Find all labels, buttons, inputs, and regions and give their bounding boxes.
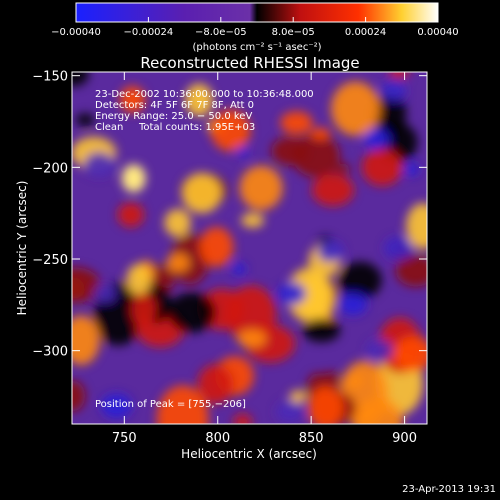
emission-blob bbox=[75, 113, 95, 127]
emission-blob bbox=[237, 329, 267, 348]
negative-blob bbox=[231, 262, 247, 275]
negative-blob bbox=[277, 282, 307, 305]
emission-blob bbox=[286, 267, 330, 322]
emission-blob bbox=[239, 165, 283, 211]
y-tick-label: −250 bbox=[32, 253, 68, 268]
annotation-detectors: Detectors: 4F 5F 6F 7F 8F, Att 0 bbox=[95, 100, 254, 111]
colorbar-tick-label: 8.0e−05 bbox=[272, 27, 315, 38]
x-axis-label: Heliocentric X (arcsec) bbox=[181, 447, 317, 461]
colorbar-tick-label: 0.00040 bbox=[417, 27, 458, 38]
emission-blob bbox=[156, 385, 209, 424]
emission-blob bbox=[271, 136, 309, 166]
negative-blob bbox=[83, 151, 115, 177]
emission-blob bbox=[395, 255, 427, 287]
emission-blob bbox=[361, 148, 403, 186]
emission-blob bbox=[334, 163, 351, 175]
emission-blob bbox=[302, 318, 341, 343]
colorbar-tick-label: −0.00040 bbox=[51, 27, 101, 38]
plot-frame bbox=[71, 71, 428, 425]
negative-blob bbox=[317, 241, 344, 263]
peak-blob bbox=[121, 164, 146, 193]
negative-blob bbox=[380, 80, 407, 101]
emission-blob bbox=[210, 109, 251, 152]
y-tick-label: −300 bbox=[32, 345, 68, 360]
emission-blob bbox=[406, 203, 427, 250]
emission-blob bbox=[233, 413, 252, 424]
emission-blob bbox=[72, 315, 100, 366]
emission-blob bbox=[184, 83, 214, 117]
emission-blob bbox=[311, 173, 354, 206]
negative-blob bbox=[100, 393, 133, 419]
emission-blob bbox=[338, 261, 382, 299]
x-tick-label: 800 bbox=[205, 431, 230, 446]
footer-timestamp: 23-Apr-2013 19:31 bbox=[402, 484, 496, 495]
annotation-energy: Energy Range: 25.0 − 50.0 keV bbox=[95, 111, 252, 122]
colorbar-tick-label: 0.00024 bbox=[345, 27, 386, 38]
emission-blob bbox=[166, 252, 190, 273]
annotation-time: 23-Dec-2002 10:36:00.000 to 10:36:48.000 bbox=[95, 89, 314, 100]
x-axis: 750 800 850 900 bbox=[112, 72, 417, 446]
colorbar-tick-label: −0.00024 bbox=[124, 27, 174, 38]
negative-blob bbox=[384, 236, 413, 260]
chart-title: Reconstructed RHESSI Image bbox=[140, 54, 359, 72]
heatmap-image bbox=[72, 72, 427, 424]
negative-blob bbox=[276, 400, 304, 423]
emission-blob bbox=[72, 267, 101, 303]
colorbar: −0.00040 −0.00024 −8.0e−05 8.0e−05 0.00024 0.… bbox=[51, 2, 459, 53]
x-tick-label: 900 bbox=[392, 431, 417, 446]
emission-blob bbox=[241, 212, 265, 228]
emission-blob bbox=[280, 111, 313, 135]
y-tick-label: −200 bbox=[32, 161, 68, 176]
emission-blob bbox=[119, 85, 146, 113]
emission-blob bbox=[199, 227, 234, 267]
colorbar-ticks: −0.00040 −0.00024 −8.0e−05 8.0e−05 0.00024 0.… bbox=[51, 17, 459, 38]
annotation-method: Clean bbox=[95, 122, 123, 133]
annotations: 23-Dec-2002 10:36:00.000 to 10:36:48.000… bbox=[95, 89, 314, 410]
y-tick-label: −150 bbox=[32, 70, 68, 85]
colorbar-unit-label: (photons cm⁻² s⁻¹ asec⁻²) bbox=[192, 42, 321, 53]
emission-blob bbox=[126, 264, 151, 295]
emission-blob bbox=[289, 390, 307, 403]
emission-blob bbox=[393, 336, 427, 372]
negative-blob bbox=[403, 163, 420, 176]
y-axis-label: Heliocentric Y (arcsec) bbox=[15, 181, 29, 316]
colorbar-frame bbox=[75, 2, 439, 23]
x-tick-label: 750 bbox=[112, 431, 137, 446]
emission-blob bbox=[310, 127, 331, 140]
emission-blob bbox=[181, 172, 222, 214]
negative-blob bbox=[366, 339, 393, 361]
emission-blob bbox=[168, 292, 216, 333]
emission-blob bbox=[307, 386, 344, 424]
x-tick-label: 850 bbox=[299, 431, 324, 446]
colorbar-tick-label: −8.0e−05 bbox=[195, 27, 247, 38]
negative-blob bbox=[94, 284, 116, 303]
y-axis: −300 −250 −200 −150 bbox=[32, 70, 427, 360]
annotation-peak: Position of Peak = [755,−206] bbox=[95, 399, 246, 410]
negative-blob bbox=[363, 128, 390, 150]
negative-blob bbox=[236, 146, 250, 158]
emission-blob bbox=[131, 292, 157, 327]
emission-blob bbox=[72, 380, 86, 412]
colorbar-gradient bbox=[76, 3, 438, 22]
emission-blob bbox=[197, 364, 234, 405]
emission-blob bbox=[117, 202, 144, 228]
emission-blob bbox=[330, 81, 380, 136]
negative-blob bbox=[339, 292, 368, 316]
emission-blob bbox=[164, 208, 191, 237]
annotation-counts: Total counts: 1.95E+03 bbox=[138, 122, 255, 133]
